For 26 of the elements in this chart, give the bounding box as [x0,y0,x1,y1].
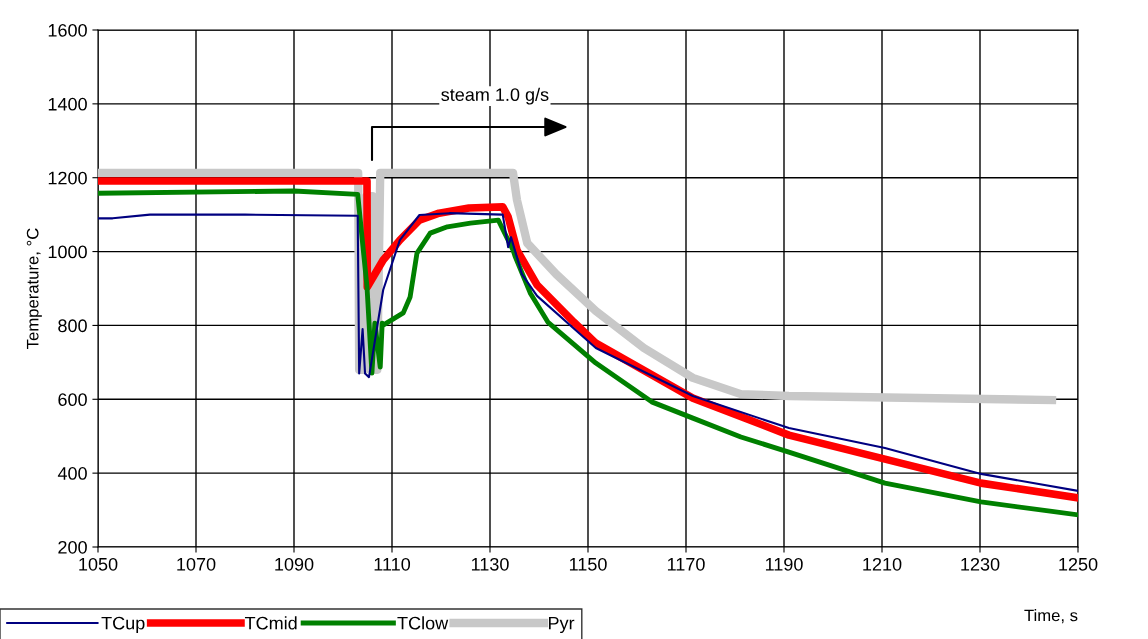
x-tick-label: 1170 [667,557,705,571]
x-axis-title: Time, s [1024,609,1078,624]
legend-label: TClow [397,616,449,630]
x-tick-label: 1050 [79,557,118,571]
annotation: steam 1.0 g/s [441,87,549,105]
y-tick-label: 1400 [48,97,87,111]
x-tick-label: 1070 [177,557,216,571]
y-tick-label: 200 [58,540,87,554]
x-tick-label: 1150 [569,557,607,571]
y-tick-label: 1000 [48,245,87,259]
y-tick-label: 1600 [48,23,87,37]
y-tick-label: 400 [57,467,87,480]
x-tick-label: 1190 [765,557,803,571]
legend-label: Pyr [548,616,575,634]
legend-label: TCup [101,616,145,634]
y-tick-label: 800 [58,319,87,333]
legend-label: TCmid [244,616,297,630]
x-tick-label: 1090 [275,557,314,571]
y-tick-label: 600 [58,393,87,407]
x-tick-label: 1230 [961,557,1000,571]
x-tick-label: 1250 [1059,557,1098,571]
x-tick-label: 1130 [471,557,509,571]
x-tick-label: 1110 [374,557,411,571]
y-axis-title: Temperature, °C [26,228,42,349]
x-tick-label: 1210 [863,557,902,571]
y-tick-label: 1200 [48,171,87,185]
